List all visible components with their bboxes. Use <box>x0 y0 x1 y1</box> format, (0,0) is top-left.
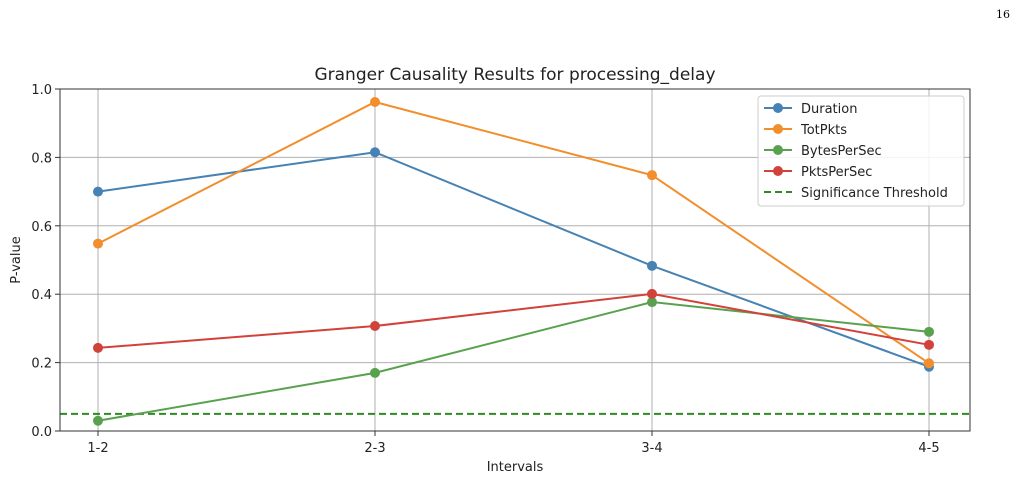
series-line-pktspersec <box>97 292 930 349</box>
legend-box <box>757 95 965 207</box>
x-tick-label: 4-5 <box>918 441 939 456</box>
legend-marker-pktspersec <box>773 166 783 176</box>
y-axis-label: P-value <box>9 236 24 283</box>
data-point-totpkts <box>93 238 103 249</box>
data-point-bytespersec <box>93 415 103 426</box>
series-line-bytespersec <box>97 301 930 422</box>
legend-label-totpkts: TotPkts <box>800 123 847 138</box>
x-tick-label: 3-4 <box>641 441 662 456</box>
x-axis-label: Intervals <box>487 460 544 475</box>
x-tick-label: 2-3 <box>364 441 385 456</box>
series-layer <box>93 96 934 426</box>
data-point-pktspersec <box>924 339 934 350</box>
y-tick-label: 0.6 <box>31 220 52 235</box>
data-point-pktspersec <box>647 288 657 299</box>
y-tick-label: 0.4 <box>31 288 52 303</box>
data-point-duration <box>647 260 657 271</box>
data-point-totpkts <box>647 170 657 181</box>
x-tick-label: 1-2 <box>87 441 108 456</box>
legend-label-duration: Duration <box>801 102 857 117</box>
data-point-duration <box>93 186 103 197</box>
legend-label-significance-threshold: Significance Threshold <box>801 186 948 201</box>
chart-title: Granger Causality Results for processing… <box>314 65 715 85</box>
legend-label-bytespersec: BytesPerSec <box>801 144 882 159</box>
y-tick-label: 0.2 <box>31 357 52 372</box>
data-point-totpkts <box>924 358 934 369</box>
legend-marker-totpkts <box>773 124 783 134</box>
page-number: 16 <box>996 8 1010 21</box>
legend-label-pktspersec: PktsPerSec <box>801 165 872 180</box>
axes: 0.0 0.2 0.4 0.6 0.8 1.0 1-2 2-3 3-4 4-5 <box>31 83 939 456</box>
data-point-bytespersec <box>924 326 934 337</box>
legend-marker-bytespersec <box>773 145 783 155</box>
data-point-duration <box>370 147 380 158</box>
legend-marker-duration <box>773 103 783 113</box>
y-tick-label: 0.0 <box>31 425 52 440</box>
plot-frame <box>59 88 971 432</box>
data-point-totpkts <box>370 96 380 107</box>
legend: Duration TotPkts BytesPerSec PktsPerSec Sign… <box>757 95 965 207</box>
y-tick-label: 1.0 <box>31 83 52 98</box>
y-tick-label: 0.8 <box>31 151 52 166</box>
data-point-bytespersec <box>370 367 380 378</box>
series-line-totpkts <box>97 100 930 365</box>
data-point-pktspersec <box>370 321 380 332</box>
data-point-bytespersec <box>647 297 657 308</box>
data-point-pktspersec <box>93 342 103 353</box>
